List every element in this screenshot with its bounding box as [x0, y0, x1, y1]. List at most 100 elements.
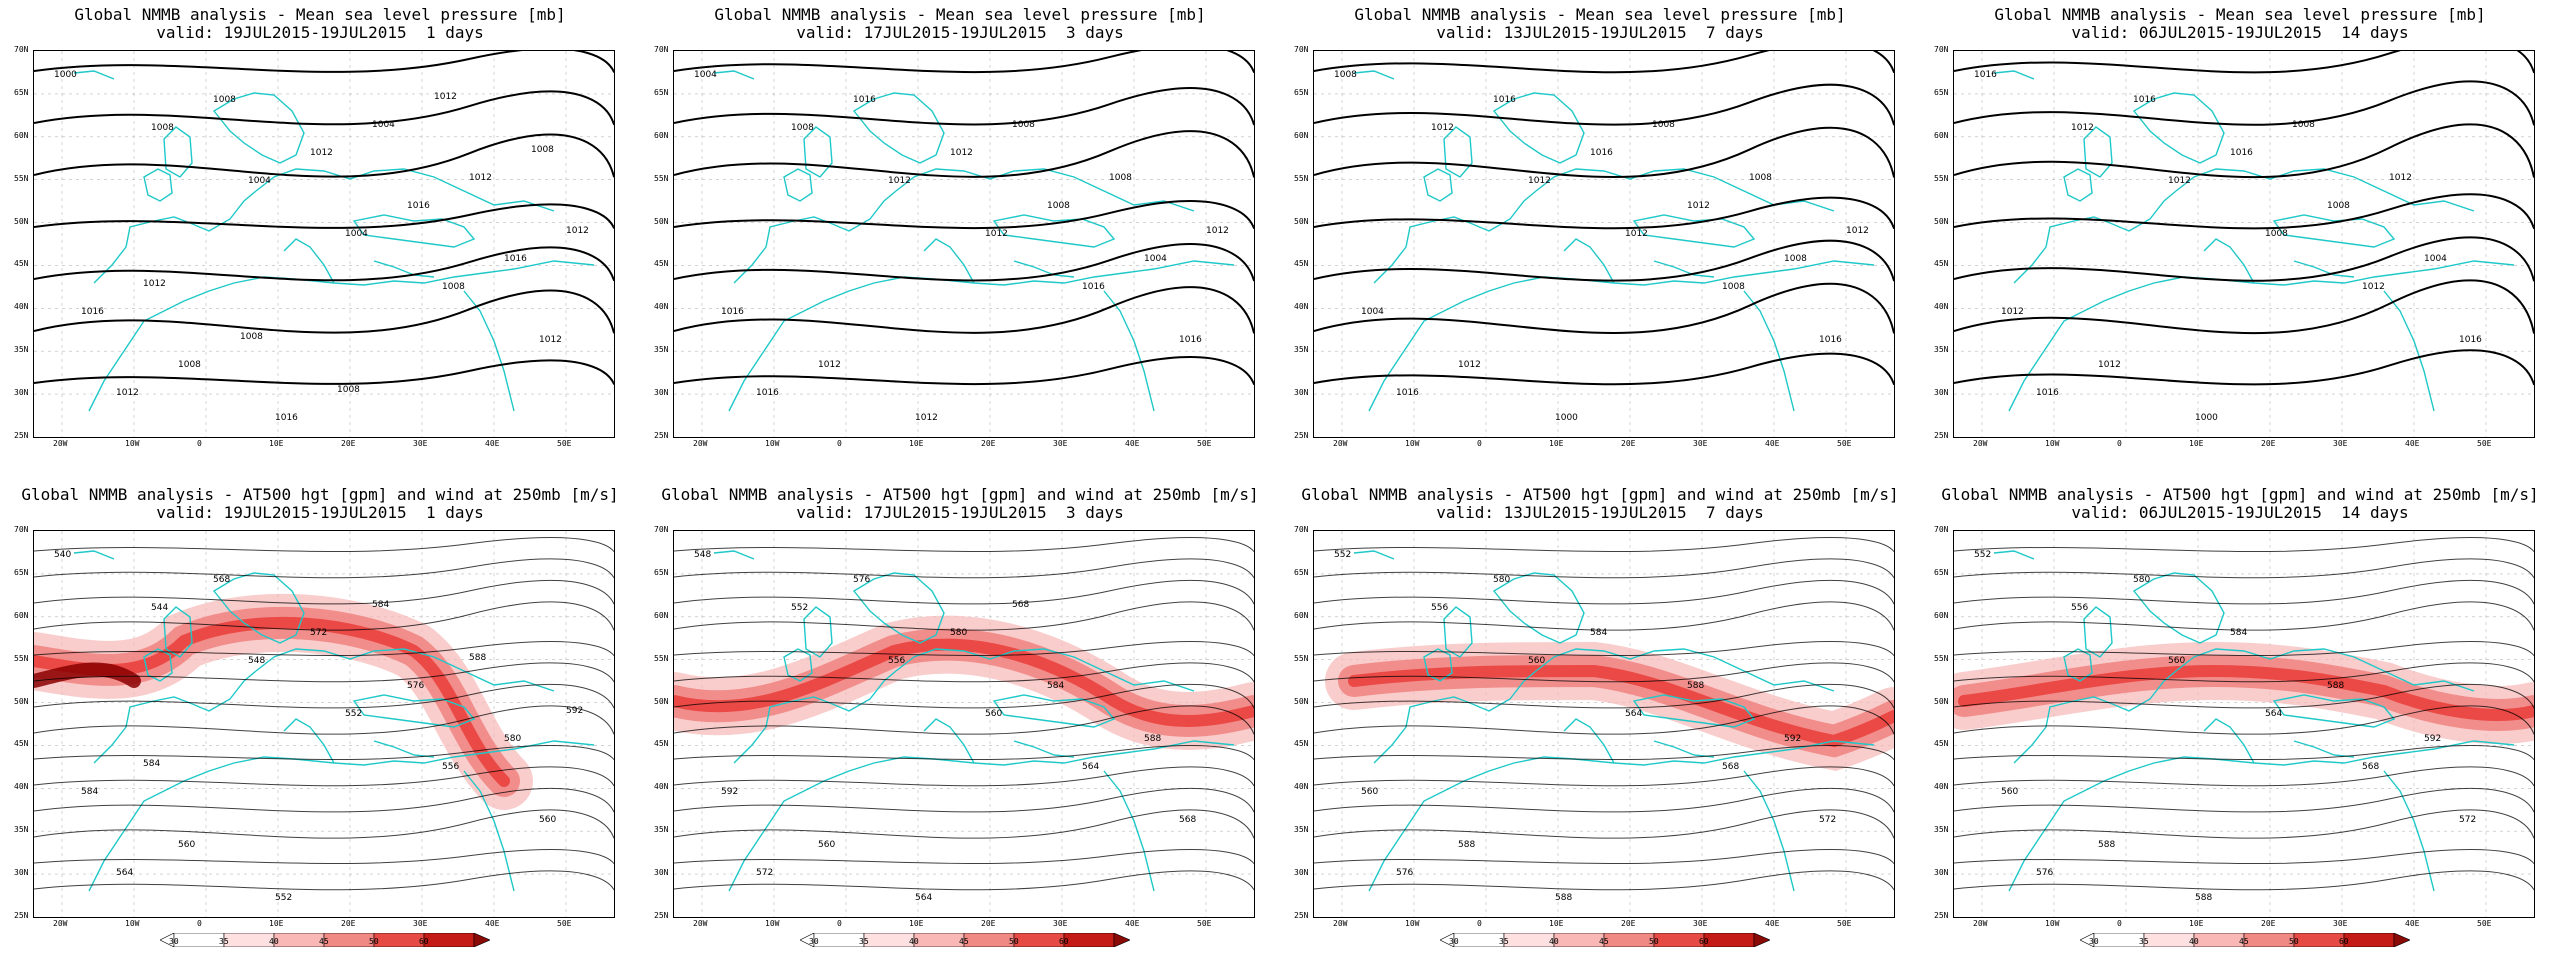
contour-line — [1954, 766, 2534, 787]
coastline — [1563, 718, 1615, 764]
coastline — [1368, 260, 1875, 412]
contour-label: 1008 — [442, 282, 465, 292]
coastline — [713, 70, 755, 80]
contour-label: 560 — [985, 709, 1002, 719]
contour-line — [1954, 705, 2534, 735]
coastline — [1743, 770, 1795, 892]
lat-tick-label: 40N — [654, 782, 669, 792]
contour-label: 560 — [1361, 787, 1378, 797]
lon-tick-label: 10W — [1405, 919, 1420, 928]
coastline — [1653, 740, 1715, 758]
lat-tick-label: 60N — [1294, 130, 1309, 140]
lon-tick-label: 50E — [557, 439, 572, 448]
contour-line — [34, 849, 614, 865]
colorbar-bin — [373, 932, 425, 948]
contour-line — [1954, 51, 2534, 74]
jet-stream-core — [1348, 664, 1894, 748]
panel-title: Global NMMB analysis - Mean sea level pr… — [74, 5, 566, 24]
colorbar-label: 45 — [1599, 937, 1609, 946]
lat-tick-label: 35N — [654, 345, 669, 355]
lat-tick-label: 60N — [654, 610, 669, 620]
lon-tick-label: 20E — [981, 439, 996, 448]
coastline — [1103, 770, 1155, 892]
map-area: 1000 1008 1004 1004 1008 1012 1012 1008 1012 1016… — [33, 50, 615, 438]
coastline — [1632, 694, 1756, 728]
coastline — [352, 214, 476, 248]
lat-tick-label: 65N — [14, 567, 29, 577]
colorbar-bin — [1703, 932, 1755, 948]
contour-label: 1004 — [694, 70, 717, 80]
coastline — [2008, 740, 2515, 892]
contour-line — [1314, 766, 1894, 787]
contour-label: 1012 — [2098, 360, 2121, 370]
colorbar-bin — [1013, 932, 1065, 948]
contour-line — [34, 870, 614, 891]
colorbar-label: 30 — [1449, 937, 1459, 946]
coastline — [143, 648, 173, 682]
lon-tick-label: 0 — [1477, 439, 1482, 448]
contour-label: 1012 — [566, 226, 589, 236]
lat-tick-label: 70N — [654, 525, 669, 534]
coastline — [93, 670, 257, 764]
lon-tick-label: 10E — [1549, 919, 1564, 928]
colorbar-right-arrow — [2393, 932, 2411, 948]
contour-line — [34, 133, 614, 178]
lat-tick-label: 35N — [14, 345, 29, 355]
coastline — [2293, 740, 2355, 758]
contour-line — [34, 203, 614, 229]
contour-label: 1008 — [1749, 173, 1772, 183]
contour-line — [674, 705, 1254, 735]
contour-label: 548 — [248, 656, 265, 666]
coastline — [163, 126, 193, 178]
coastline — [73, 70, 115, 80]
panel-title: Global NMMB analysis - Mean sea level pr… — [1994, 5, 2486, 24]
lon-tick-label: 30E — [1053, 919, 1068, 928]
contour-line — [1314, 126, 1894, 178]
contour-line — [34, 289, 614, 334]
lat-tick-label: 30N — [1934, 868, 1949, 878]
lon-tick-label: 20W — [1973, 919, 1988, 928]
lat-tick-label: 25N — [654, 911, 669, 920]
contour-line — [34, 705, 614, 735]
lat-tick-label: 65N — [654, 567, 669, 577]
contour-label: 1008 — [1012, 120, 1035, 130]
panel-valid: valid: 06JUL2015-19JUL2015 14 days — [2071, 503, 2409, 522]
coastline — [895, 168, 1195, 212]
contour-label: 584 — [1047, 681, 1064, 691]
lon-tick-label: 10E — [269, 439, 284, 448]
contour-label: 1012 — [985, 229, 1008, 239]
lon-tick-label: 10W — [765, 439, 780, 448]
contour-line — [674, 130, 1254, 178]
contour-label: 568 — [1179, 815, 1196, 825]
lon-tick-label: 10W — [1405, 439, 1420, 448]
contour-label: 1016 — [2036, 388, 2059, 398]
contour-label: 1008 — [791, 123, 814, 133]
coastline — [1353, 70, 1395, 80]
lat-tick-label: 35N — [654, 825, 669, 835]
contour-line — [34, 90, 614, 126]
lon-tick-label: 20E — [2261, 439, 2276, 448]
contour-label: 584 — [143, 759, 160, 769]
contour-line — [674, 87, 1254, 126]
contour-label: 572 — [310, 628, 327, 638]
contour-label: 588 — [2327, 681, 2344, 691]
contour-line — [1314, 282, 1894, 334]
lat-tick-label: 55N — [654, 653, 669, 663]
panel-title: Global NMMB analysis - Mean sea level pr… — [1354, 5, 1846, 24]
lat-tick-label: 40N — [1294, 782, 1309, 792]
contour-label: 1008 — [337, 385, 360, 395]
coastline — [212, 572, 305, 644]
coastline — [373, 740, 435, 758]
contour-line — [1314, 239, 1894, 282]
contour-label: 548 — [694, 550, 711, 560]
lat-tick-label: 65N — [1934, 87, 1949, 97]
coastline — [733, 190, 897, 284]
lat-tick-label: 60N — [1934, 610, 1949, 620]
coastline — [373, 260, 435, 278]
contour-label: 552 — [1974, 550, 1991, 560]
lat-tick-label: 65N — [1934, 567, 1949, 577]
contour-label: 576 — [2036, 868, 2053, 878]
contour-line — [1314, 870, 1894, 891]
panel-title: Global NMMB analysis - AT500 hgt [gpm] a… — [661, 485, 1259, 504]
lat-tick-label: 40N — [1934, 302, 1949, 312]
